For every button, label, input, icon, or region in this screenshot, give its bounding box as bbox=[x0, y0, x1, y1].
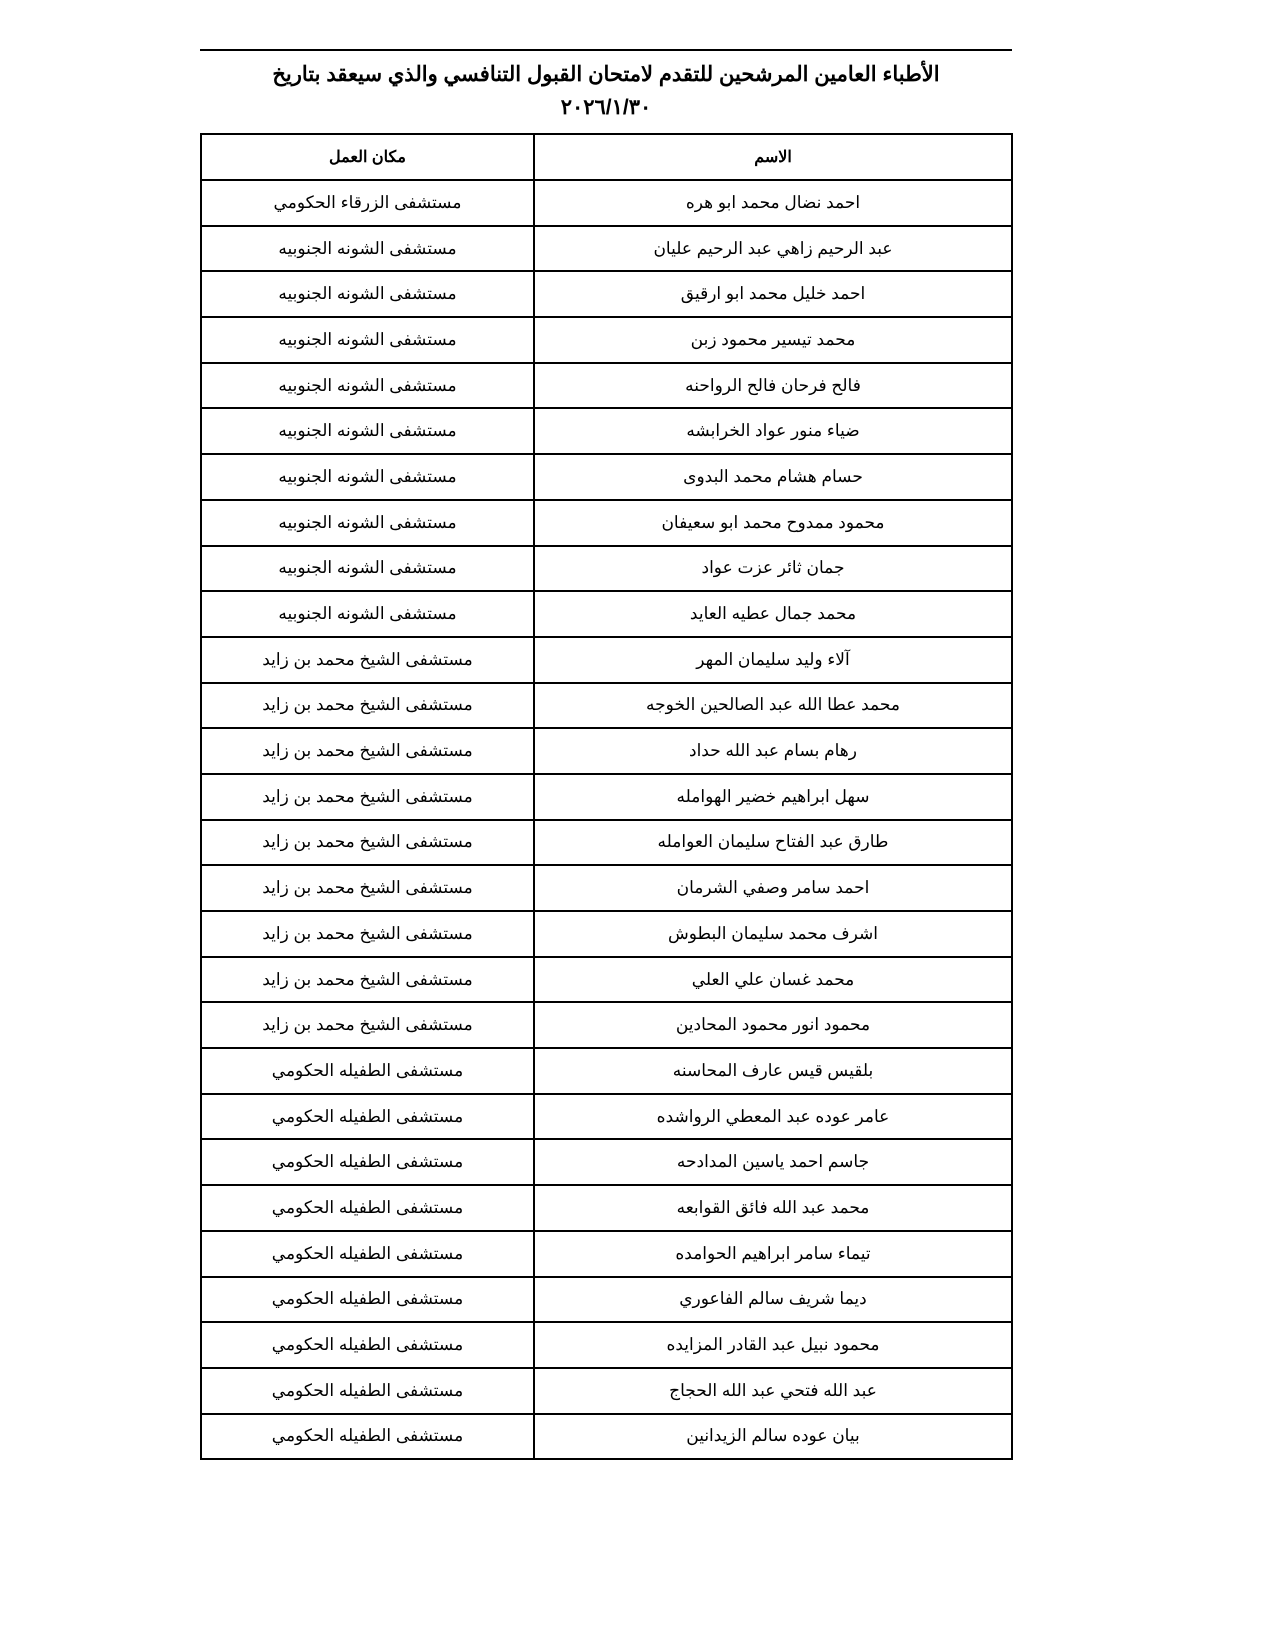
table-row: تيماء سامر ابراهيم الحوامده مستشفى الطفيل… bbox=[200, 1229, 1013, 1278]
cell-name: احمد سامر وصفي الشرمان bbox=[533, 864, 1013, 912]
cell-name: عامر عوده عبد المعطي الرواشده bbox=[533, 1092, 1013, 1141]
cell-name: محمد جمال عطيه العايد bbox=[533, 590, 1013, 638]
cell-name: محمد عطا الله عبد الصالحين الخوجه bbox=[533, 681, 1013, 730]
cell-name: محمد غسان علي العلي bbox=[533, 955, 1013, 1004]
table-row: محمود انور محمود المحادين مستشفى الشيخ مح… bbox=[200, 1001, 1013, 1050]
cell-workplace: مستشفى الطفيله الحكومي bbox=[200, 1229, 535, 1278]
cell-workplace: مستشفى الشونه الجنوبيه bbox=[200, 407, 535, 456]
cell-workplace: مستشفى الشونه الجنوبيه bbox=[200, 270, 535, 319]
table-row: فالح فرحان فالح الرواحنه مستشفى الشونه ال… bbox=[200, 361, 1013, 410]
cell-name: ديما شريف سالم الفاعوري bbox=[533, 1275, 1013, 1324]
table-row: سهل ابراهيم خضير الهوامله مستشفى الشيخ مح… bbox=[200, 772, 1013, 821]
table-row: احمد خليل محمد ابو ارقيق مستشفى الشونه ال… bbox=[200, 270, 1013, 319]
table-row: احمد نضال محمد ابو هره مستشفى الزرقاء الح… bbox=[200, 179, 1013, 227]
cell-name: محمود نبيل عبد القادر المزايده bbox=[533, 1321, 1013, 1369]
table-row: رهام بسام عبد الله حداد مستشفى الشيخ محمد… bbox=[200, 727, 1013, 775]
cell-workplace: مستشفى الشيخ محمد بن زايد bbox=[200, 1001, 535, 1050]
cell-name: جمان ثائر عزت عواد bbox=[533, 544, 1013, 593]
table-row: عامر عوده عبد المعطي الرواشده مستشفى الطف… bbox=[200, 1092, 1013, 1141]
table-row: عبد الله فتحي عبد الله الحجاج مستشفى الطف… bbox=[200, 1366, 1013, 1415]
cell-workplace: مستشفى الشيخ محمد بن زايد bbox=[200, 727, 535, 775]
cell-name: حسام هشام محمد البدوى bbox=[533, 453, 1013, 501]
cell-name: آلاء وليد سليمان المهر bbox=[533, 635, 1013, 684]
table-row: حسام هشام محمد البدوى مستشفى الشونه الجنو… bbox=[200, 453, 1013, 501]
table-row: طارق عبد الفتاح سليمان العوامله مستشفى ال… bbox=[200, 818, 1013, 867]
cell-name: فالح فرحان فالح الرواحنه bbox=[533, 361, 1013, 410]
cell-name: محمود انور محمود المحادين bbox=[533, 1001, 1013, 1050]
cell-workplace: مستشفى الشيخ محمد بن زايد bbox=[200, 681, 535, 730]
cell-workplace: مستشفى الطفيله الحكومي bbox=[200, 1047, 535, 1095]
cell-name: جاسم احمد ياسين المدادحه bbox=[533, 1138, 1013, 1187]
table-header-row: الاسم مكان العمل bbox=[200, 133, 1013, 181]
top-rule bbox=[200, 49, 1012, 51]
cell-workplace: مستشفى الطفيله الحكومي bbox=[200, 1275, 535, 1324]
cell-workplace: مستشفى الطفيله الحكومي bbox=[200, 1138, 535, 1187]
cell-name: محمد عبد الله فائق القوابعه bbox=[533, 1184, 1013, 1232]
header-name: الاسم bbox=[533, 133, 1013, 181]
header-workplace: مكان العمل bbox=[200, 133, 535, 181]
table-row: ديما شريف سالم الفاعوري مستشفى الطفيله ال… bbox=[200, 1275, 1013, 1324]
cell-workplace: مستشفى الشونه الجنوبيه bbox=[200, 544, 535, 593]
title-line-1: الأطباء العامين المرشحين للتقدم لامتحان … bbox=[272, 63, 940, 86]
cell-name: عبد الرحيم زاهي عبد الرحيم عليان bbox=[533, 224, 1013, 273]
table-row: عبد الرحيم زاهي عبد الرحيم عليان مستشفى ا… bbox=[200, 224, 1013, 273]
cell-name: رهام بسام عبد الله حداد bbox=[533, 727, 1013, 775]
cell-workplace: مستشفى الطفيله الحكومي bbox=[200, 1366, 535, 1415]
document-title: الأطباء العامين المرشحين للتقدم لامتحان … bbox=[200, 58, 1012, 124]
table-row: محمد جمال عطيه العايد مستشفى الشونه الجنو… bbox=[200, 590, 1013, 638]
table-row: محمد تيسير محمود زبن مستشفى الشونه الجنوب… bbox=[200, 316, 1013, 364]
table-row: جاسم احمد ياسين المدادحه مستشفى الطفيله ا… bbox=[200, 1138, 1013, 1187]
cell-name: بيان عوده سالم الزيدانين bbox=[533, 1412, 1013, 1461]
cell-workplace: مستشفى الشيخ محمد بن زايد bbox=[200, 910, 535, 958]
table-row: بلقيس قيس عارف المحاسنه مستشفى الطفيله ال… bbox=[200, 1047, 1013, 1095]
cell-workplace: مستشفى الطفيله الحكومي bbox=[200, 1321, 535, 1369]
table-body: احمد نضال محمد ابو هره مستشفى الزرقاء الح… bbox=[200, 179, 1013, 1461]
cell-name: احمد نضال محمد ابو هره bbox=[533, 179, 1013, 227]
cell-name: ضياء منور عواد الخرابشه bbox=[533, 407, 1013, 456]
cell-name: عبد الله فتحي عبد الله الحجاج bbox=[533, 1366, 1013, 1415]
cell-workplace: مستشفى الطفيله الحكومي bbox=[200, 1092, 535, 1141]
cell-workplace: مستشفى الشيخ محمد بن زايد bbox=[200, 864, 535, 912]
cell-name: تيماء سامر ابراهيم الحوامده bbox=[533, 1229, 1013, 1278]
table-row: جمان ثائر عزت عواد مستشفى الشونه الجنوبيه bbox=[200, 544, 1013, 593]
cell-name: محمود ممدوح محمد ابو سعيفان bbox=[533, 498, 1013, 547]
table-row: احمد سامر وصفي الشرمان مستشفى الشيخ محمد … bbox=[200, 864, 1013, 912]
cell-workplace: مستشفى الشيخ محمد بن زايد bbox=[200, 772, 535, 821]
cell-workplace: مستشفى الشونه الجنوبيه bbox=[200, 498, 535, 547]
candidates-table: الاسم مكان العمل احمد نضال محمد ابو هره م… bbox=[200, 133, 1013, 1461]
cell-workplace: مستشفى الشيخ محمد بن زايد bbox=[200, 955, 535, 1004]
cell-name: اشرف محمد سليمان البطوش bbox=[533, 910, 1013, 958]
cell-workplace: مستشفى الطفيله الحكومي bbox=[200, 1184, 535, 1232]
cell-name: بلقيس قيس عارف المحاسنه bbox=[533, 1047, 1013, 1095]
cell-workplace: مستشفى الشونه الجنوبيه bbox=[200, 361, 535, 410]
table-row: محمد عطا الله عبد الصالحين الخوجه مستشفى … bbox=[200, 681, 1013, 730]
table-row: ضياء منور عواد الخرابشه مستشفى الشونه الج… bbox=[200, 407, 1013, 456]
title-date: ٢٠٢٦/١/٣٠ bbox=[560, 96, 652, 119]
cell-workplace: مستشفى الشيخ محمد بن زايد bbox=[200, 635, 535, 684]
table-row: محمود ممدوح محمد ابو سعيفان مستشفى الشونه… bbox=[200, 498, 1013, 547]
cell-workplace: مستشفى الشيخ محمد بن زايد bbox=[200, 818, 535, 867]
cell-name: محمد تيسير محمود زبن bbox=[533, 316, 1013, 364]
cell-workplace: مستشفى الطفيله الحكومي bbox=[200, 1412, 535, 1461]
cell-workplace: مستشفى الشونه الجنوبيه bbox=[200, 453, 535, 501]
table-row: محمد غسان علي العلي مستشفى الشيخ محمد بن … bbox=[200, 955, 1013, 1004]
cell-workplace: مستشفى الشونه الجنوبيه bbox=[200, 224, 535, 273]
table-row: آلاء وليد سليمان المهر مستشفى الشيخ محمد … bbox=[200, 635, 1013, 684]
cell-name: سهل ابراهيم خضير الهوامله bbox=[533, 772, 1013, 821]
table-row: بيان عوده سالم الزيدانين مستشفى الطفيله ا… bbox=[200, 1412, 1013, 1461]
cell-workplace: مستشفى الزرقاء الحكومي bbox=[200, 179, 535, 227]
cell-workplace: مستشفى الشونه الجنوبيه bbox=[200, 590, 535, 638]
table-row: محمد عبد الله فائق القوابعه مستشفى الطفيل… bbox=[200, 1184, 1013, 1232]
table-row: اشرف محمد سليمان البطوش مستشفى الشيخ محمد… bbox=[200, 910, 1013, 958]
cell-name: طارق عبد الفتاح سليمان العوامله bbox=[533, 818, 1013, 867]
table-row: محمود نبيل عبد القادر المزايده مستشفى الط… bbox=[200, 1321, 1013, 1369]
cell-workplace: مستشفى الشونه الجنوبيه bbox=[200, 316, 535, 364]
cell-name: احمد خليل محمد ابو ارقيق bbox=[533, 270, 1013, 319]
